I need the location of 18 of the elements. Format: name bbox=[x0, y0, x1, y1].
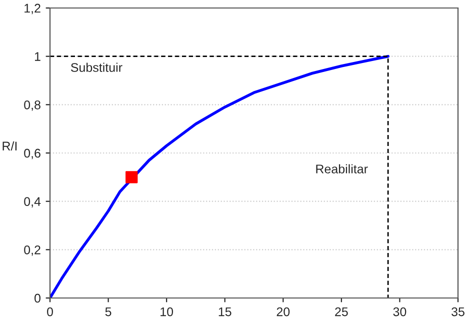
y-axis-title: R/I bbox=[2, 141, 17, 151]
x-tick-label: 35 bbox=[452, 307, 464, 316]
y-tick-label: 1 bbox=[34, 52, 40, 61]
y-tick-label: 0 bbox=[34, 294, 40, 303]
x-tick-label: 30 bbox=[393, 307, 406, 316]
x-tick-label: 15 bbox=[218, 307, 232, 316]
x-tick-label: 25 bbox=[335, 307, 348, 316]
annotation: Substituir bbox=[70, 62, 122, 72]
x-tick-label: 0 bbox=[47, 307, 53, 316]
y-tick-label: 0,6 bbox=[24, 148, 40, 160]
x-tick-label: 5 bbox=[105, 307, 112, 316]
annotation: Reabilitar bbox=[316, 164, 368, 174]
x-tick-label: 10 bbox=[160, 307, 174, 316]
y-tick-label: 1,2 bbox=[24, 4, 40, 14]
y-tick-label: 0,8 bbox=[24, 100, 40, 111]
y-tick-label: 0,4 bbox=[24, 197, 41, 208]
x-tick-label: 20 bbox=[276, 307, 290, 316]
y-tick-label: 0,2 bbox=[24, 245, 40, 256]
